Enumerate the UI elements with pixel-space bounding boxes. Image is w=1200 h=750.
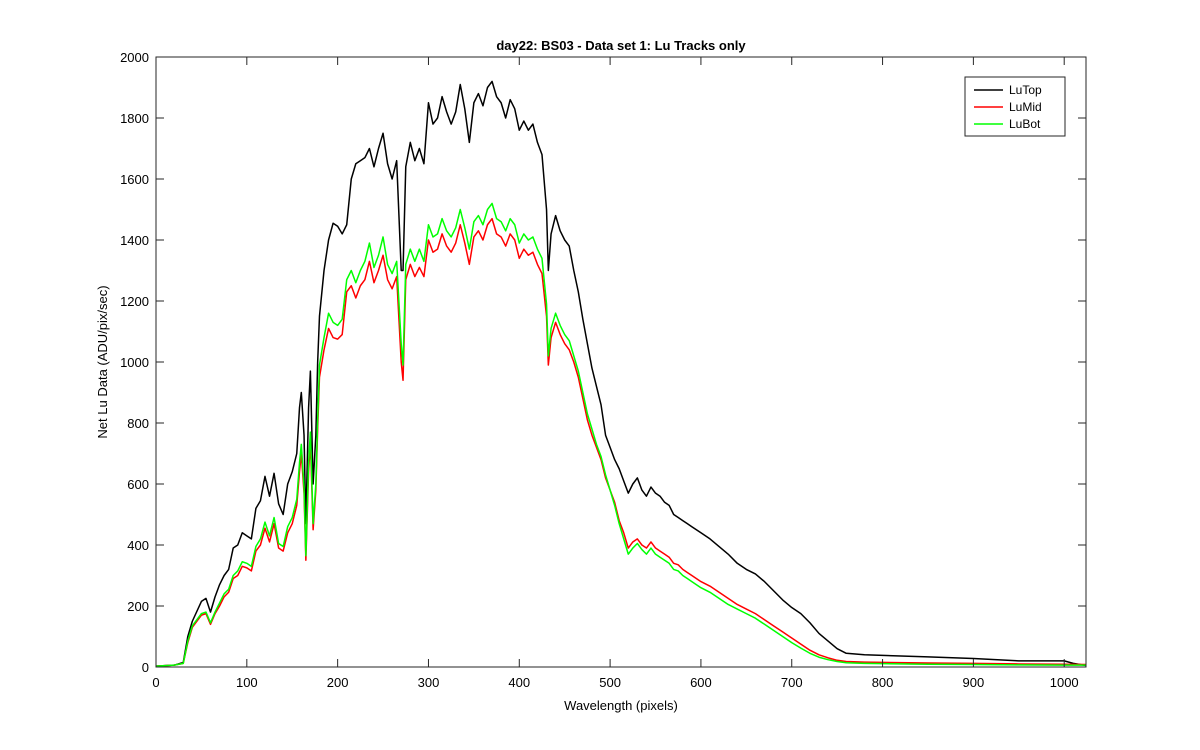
x-tick-label: 100 bbox=[236, 675, 258, 690]
x-tick-label: 400 bbox=[508, 675, 530, 690]
y-tick-label: 800 bbox=[127, 416, 149, 431]
x-tick-label: 500 bbox=[599, 675, 621, 690]
y-tick-label: 1600 bbox=[120, 172, 149, 187]
x-tick-label: 300 bbox=[418, 675, 440, 690]
y-tick-label: 1000 bbox=[120, 355, 149, 370]
x-tick-label: 800 bbox=[872, 675, 894, 690]
y-tick-label: 600 bbox=[127, 477, 149, 492]
y-axis-label: Net Lu Data (ADU/pix/sec) bbox=[95, 285, 110, 438]
series-line-lubot bbox=[155, 202, 1086, 667]
y-tick-label: 1200 bbox=[120, 294, 149, 309]
y-tick-label: 400 bbox=[127, 538, 149, 553]
x-tick-label: 600 bbox=[690, 675, 712, 690]
chart-title: day22: BS03 - Data set 1: Lu Tracks only bbox=[496, 38, 746, 53]
series-line-lumid bbox=[155, 217, 1087, 667]
y-tick-label: 200 bbox=[127, 599, 149, 614]
x-tick-label: 200 bbox=[327, 675, 349, 690]
y-tick-label: 1800 bbox=[120, 111, 149, 126]
y-tick-label: 0 bbox=[142, 660, 149, 675]
x-axis-label: Wavelength (pixels) bbox=[564, 698, 678, 713]
legend-label-lutop: LuTop bbox=[1009, 83, 1042, 97]
x-tick-label: 0 bbox=[152, 675, 159, 690]
legend: LuTop LuMid LuBot bbox=[964, 76, 1066, 137]
x-tick-label: 900 bbox=[963, 675, 985, 690]
series-layer bbox=[155, 80, 1087, 667]
y-tick-label: 2000 bbox=[120, 50, 149, 65]
series-line-lutop bbox=[155, 80, 1087, 667]
legend-label-lubot: LuBot bbox=[1009, 117, 1041, 131]
x-tick-label: 700 bbox=[781, 675, 803, 690]
plot-area bbox=[156, 57, 1086, 667]
legend-items: LuTop LuMid LuBot bbox=[974, 83, 1042, 131]
tick-layer: 0 100 200 300 400 500 600 700 800 900 1000 0 200 400 6… bbox=[120, 50, 1086, 690]
legend-label-lumid: LuMid bbox=[1009, 100, 1042, 114]
y-tick-label: 1400 bbox=[120, 233, 149, 248]
x-tick-label: 1000 bbox=[1050, 675, 1079, 690]
